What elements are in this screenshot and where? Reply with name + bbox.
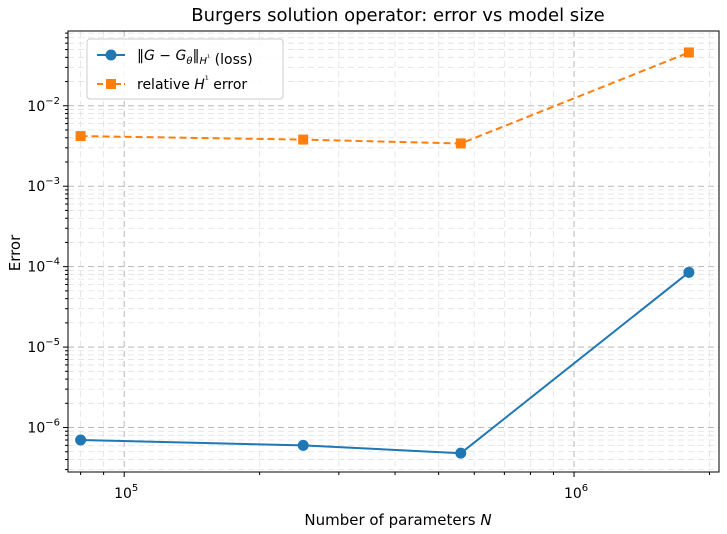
- data-point-square: [75, 131, 86, 142]
- chart-title: Burgers solution operator: error vs mode…: [191, 5, 604, 26]
- series-line-0: [80, 271, 690, 455]
- legend: ‖G − Gθ‖H¹ (loss) relative H¹ error: [86, 38, 284, 100]
- data-point-circle: [455, 447, 467, 459]
- legend-marker-relative: [106, 79, 116, 89]
- plot-frame: [67, 30, 720, 473]
- y-tick-label: 10−3: [27, 176, 60, 195]
- data-point-square: [298, 134, 309, 145]
- data-point-circle: [683, 266, 695, 278]
- series-line-1: [80, 51, 690, 145]
- tick-layer: 10−6 10−5 10−4 10−3 10−2 105 106: [27, 32, 710, 502]
- x-axis-label: Number of parameters N: [304, 511, 491, 529]
- y-tick-label: 10−4: [27, 257, 60, 276]
- legend-label-relative: relative H¹ error: [137, 75, 247, 93]
- data-point-circle: [75, 434, 87, 446]
- y-tick-label: 10−2: [27, 96, 60, 115]
- data-point-square: [683, 47, 694, 58]
- series-layer: [75, 47, 695, 459]
- y-tick-label: 10−6: [27, 418, 60, 437]
- data-point-square: [455, 138, 466, 149]
- legend-marker-loss: [105, 49, 117, 61]
- x-tick-label: 105: [114, 483, 138, 502]
- data-point-circle: [297, 439, 309, 451]
- x-tick-label: 106: [564, 483, 588, 502]
- y-tick-label: 10−5: [27, 337, 60, 356]
- legend-label-loss: ‖G − Gθ‖H¹ (loss): [137, 48, 253, 68]
- grid-lines: [68, 31, 719, 472]
- y-axis-label: Error: [6, 234, 24, 271]
- legend-box: [86, 38, 284, 100]
